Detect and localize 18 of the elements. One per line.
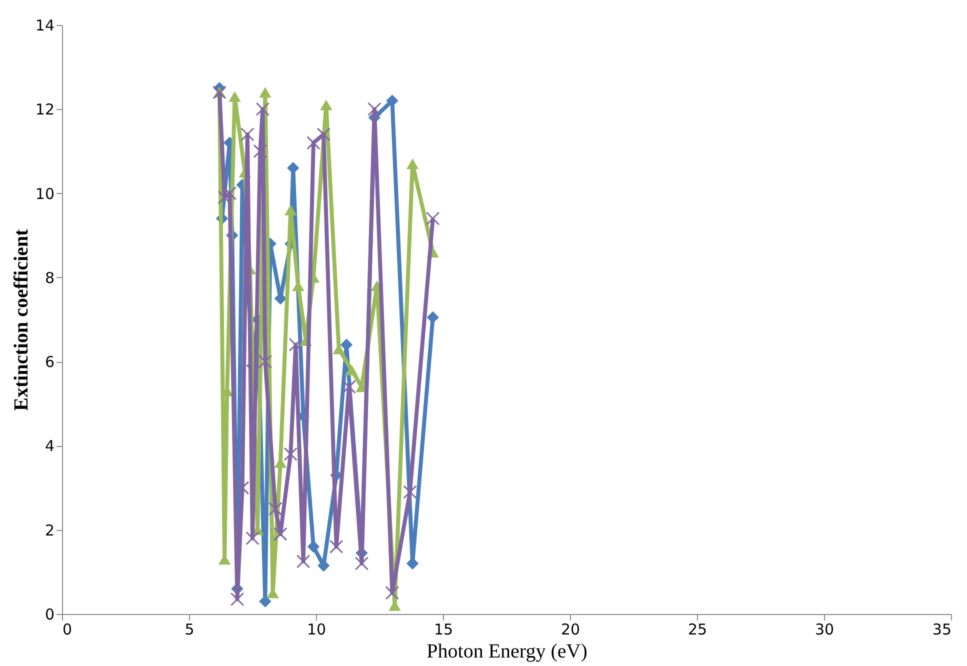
x-tick-label: 30 [814,620,834,638]
y-axis-title: Extinction coefficient [10,228,32,411]
y-tick-label: 6 [44,353,54,372]
x-tick-label: 20 [560,620,580,638]
y-tick-label: 12 [35,100,54,119]
y-tick-label: 10 [35,184,54,203]
y-tick-label: 4 [44,437,54,456]
x-tick-label: 25 [688,620,708,638]
y-tick-label: 0 [44,606,54,624]
x-tick-label: 35 [932,620,952,638]
y-tick-label: 8 [44,268,54,287]
x-axis-title: Photon Energy (eV) [426,640,588,662]
x-tick-label: 15 [434,620,454,638]
x-tick-label: 10 [306,620,326,638]
y-tick-label: 2 [44,521,54,540]
x-tick-label: 5 [184,620,194,638]
x-tick-label: 0 [62,620,72,638]
y-tick-label: 14 [35,16,54,34]
